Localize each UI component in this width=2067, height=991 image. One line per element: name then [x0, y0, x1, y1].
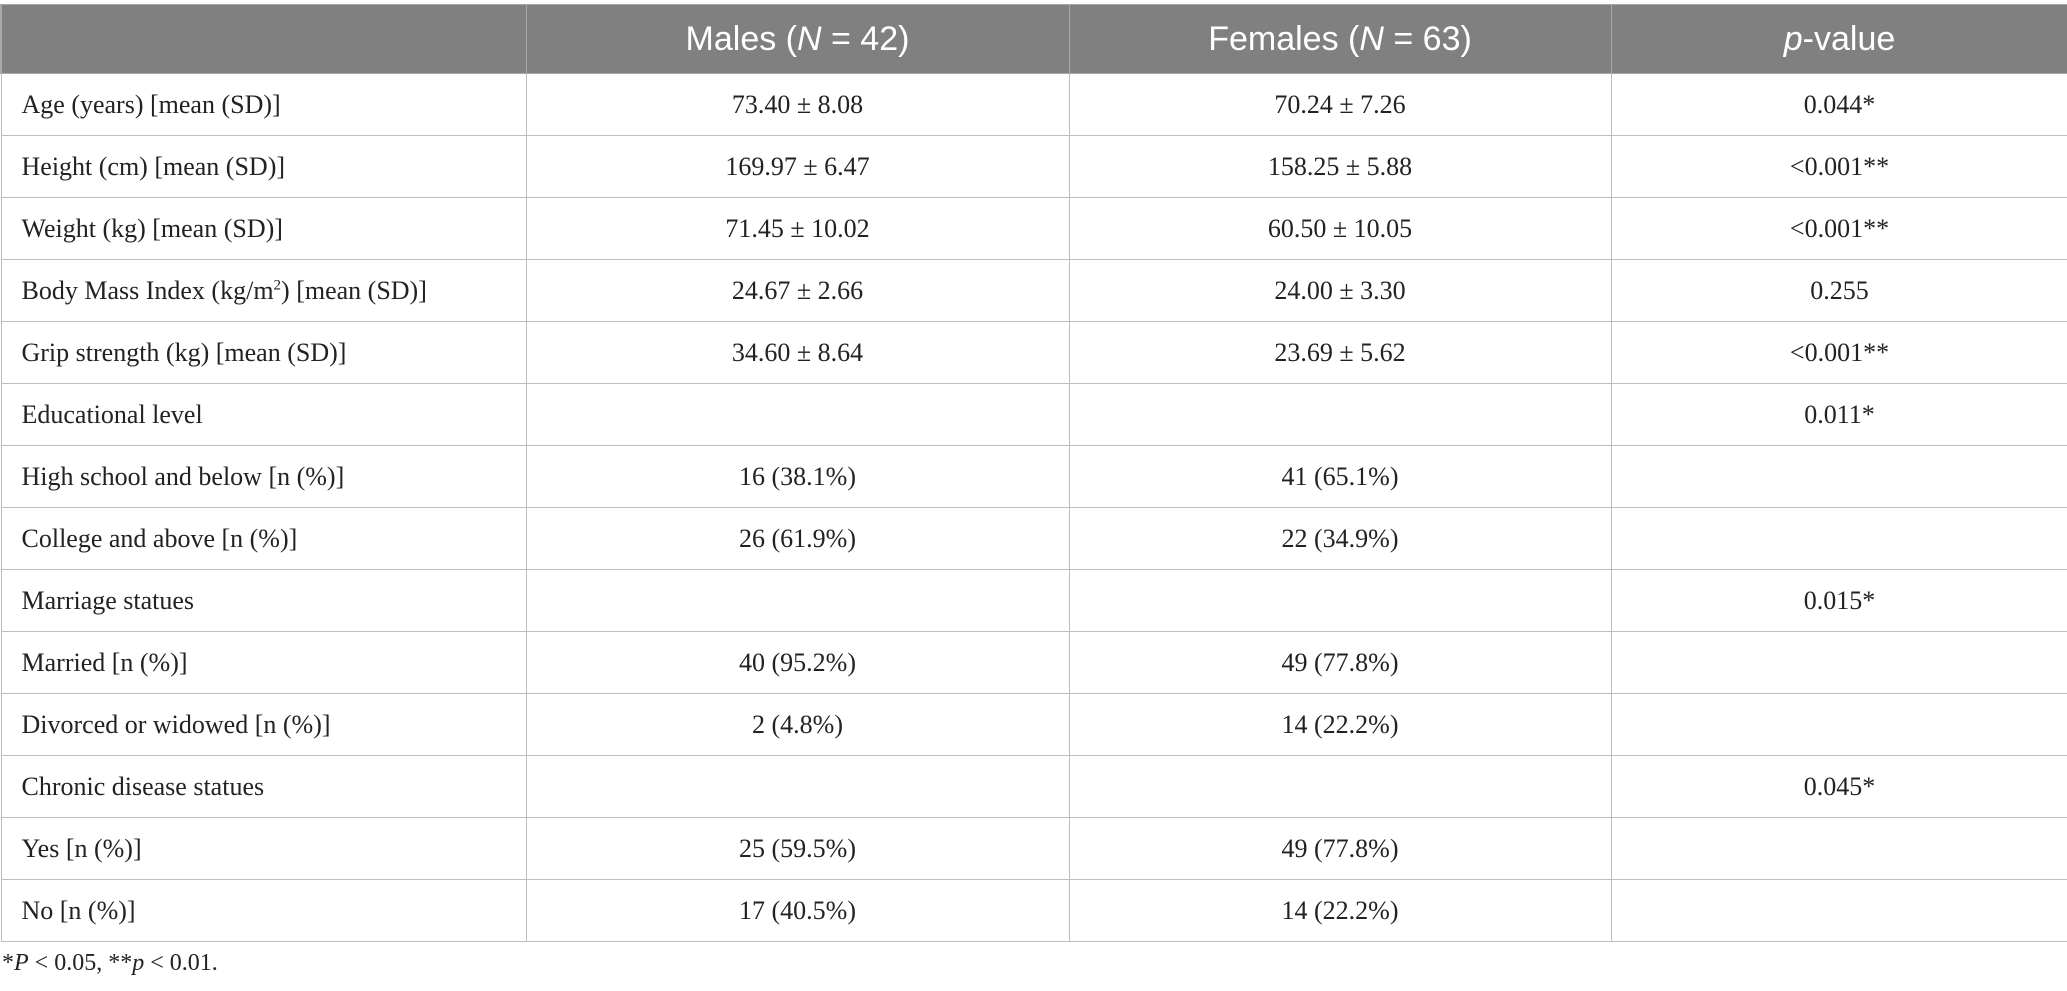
row-label: Body Mass Index (kg/m2) [mean (SD)] [0, 259, 527, 322]
females-value: 14 (22.2%) [1068, 879, 1612, 942]
females-value [1068, 383, 1612, 446]
table-row: Age (years) [mean (SD)] 73.40 ± 8.08 70.… [0, 73, 2067, 136]
footnote-p-lower: p [132, 950, 145, 976]
p-value [1610, 445, 2067, 508]
females-value: 24.00 ± 3.30 [1068, 259, 1612, 322]
row-label-superscript: 2 [273, 276, 282, 293]
p-value: <0.001** [1610, 197, 2067, 260]
footnote-star: * [2, 950, 14, 976]
males-value: 40 (95.2%) [525, 631, 1070, 694]
females-value: 23.69 ± 5.62 [1068, 321, 1612, 384]
header-row: Males (N = 42) Females (N = 63) p-value [0, 4, 2067, 74]
females-value: 49 (77.8%) [1068, 817, 1612, 880]
header-females-suffix: = 63) [1383, 19, 1472, 58]
row-label: College and above [n (%)] [0, 507, 527, 570]
females-value: 22 (34.9%) [1068, 507, 1612, 570]
p-value: 0.045* [1610, 755, 2067, 818]
row-label: Chronic disease statues [0, 755, 527, 818]
males-value: 71.45 ± 10.02 [525, 197, 1070, 260]
row-label: Grip strength (kg) [mean (SD)] [0, 321, 527, 384]
row-label: Marriage statues [0, 569, 527, 632]
header-pvalue-suffix: -value [1802, 19, 1896, 58]
row-label: Educational level [0, 383, 527, 446]
females-value: 60.50 ± 10.05 [1068, 197, 1612, 260]
header-males-n: N [797, 19, 822, 58]
males-value: 34.60 ± 8.64 [525, 321, 1070, 384]
footnote-text-2: < 0.01. [144, 950, 218, 976]
table-row: Grip strength (kg) [mean (SD)] 34.60 ± 8… [0, 321, 2067, 384]
table-row: Body Mass Index (kg/m2) [mean (SD)] 24.6… [0, 259, 2067, 322]
characteristics-table: Males (N = 42) Females (N = 63) p-value … [0, 4, 2067, 942]
females-value: 70.24 ± 7.26 [1068, 73, 1612, 136]
males-value: 169.97 ± 6.47 [525, 135, 1070, 198]
males-value [525, 569, 1070, 632]
header-males-suffix: = 42) [821, 19, 910, 58]
table-row: Yes [n (%)] 25 (59.5%) 49 (77.8%) [0, 817, 2067, 880]
table-row: Chronic disease statues 0.045* [0, 755, 2067, 818]
table-row: High school and below [n (%)] 16 (38.1%)… [0, 445, 2067, 508]
p-value: 0.044* [1610, 73, 2067, 136]
header-males-prefix: Males ( [685, 19, 797, 58]
females-value: 41 (65.1%) [1068, 445, 1612, 508]
males-value: 25 (59.5%) [525, 817, 1070, 880]
males-value: 2 (4.8%) [525, 693, 1070, 756]
females-value: 14 (22.2%) [1068, 693, 1612, 756]
p-value [1610, 817, 2067, 880]
row-label: Divorced or widowed [n (%)] [0, 693, 527, 756]
row-label: No [n (%)] [0, 879, 527, 942]
row-label: Height (cm) [mean (SD)] [0, 135, 527, 198]
row-label-text-end: ) [mean (SD)] [281, 275, 427, 305]
header-females-prefix: Females ( [1208, 19, 1360, 58]
females-value [1068, 755, 1612, 818]
header-males: Males (N = 42) [525, 4, 1070, 74]
table-row: Married [n (%)] 40 (95.2%) 49 (77.8%) [0, 631, 2067, 694]
header-pvalue: p-value [1610, 4, 2067, 74]
females-value [1068, 569, 1612, 632]
header-p-symbol: p [1783, 19, 1803, 58]
p-value: <0.001** [1610, 321, 2067, 384]
p-value [1610, 507, 2067, 570]
table-row: College and above [n (%)] 26 (61.9%) 22 … [0, 507, 2067, 570]
table-row: No [n (%)] 17 (40.5%) 14 (22.2%) [0, 879, 2067, 942]
males-value [525, 383, 1070, 446]
row-label-text: Body Mass Index (kg/m [21, 275, 274, 305]
header-females: Females (N = 63) [1068, 4, 1612, 74]
p-value [1610, 693, 2067, 756]
p-value [1610, 631, 2067, 694]
males-value [525, 755, 1070, 818]
table-row: Height (cm) [mean (SD)] 169.97 ± 6.47 15… [0, 135, 2067, 198]
row-label: Age (years) [mean (SD)] [0, 73, 527, 136]
table-row: Marriage statues 0.015* [0, 569, 2067, 632]
row-label: High school and below [n (%)] [0, 445, 527, 508]
females-value: 158.25 ± 5.88 [1068, 135, 1612, 198]
p-value: 0.015* [1610, 569, 2067, 632]
row-label: Married [n (%)] [0, 631, 527, 694]
header-females-n: N [1359, 19, 1384, 58]
males-value: 73.40 ± 8.08 [525, 73, 1070, 136]
p-value: 0.255 [1610, 259, 2067, 322]
males-value: 24.67 ± 2.66 [525, 259, 1070, 322]
females-value: 49 (77.8%) [1068, 631, 1612, 694]
table-footnote: *P < 0.05, **p < 0.01. [2, 950, 218, 977]
males-value: 16 (38.1%) [525, 445, 1070, 508]
p-value [1610, 879, 2067, 942]
row-label: Weight (kg) [mean (SD)] [0, 197, 527, 260]
males-value: 17 (40.5%) [525, 879, 1070, 942]
p-value: 0.011* [1610, 383, 2067, 446]
header-empty-cell [0, 4, 527, 74]
males-value: 26 (61.9%) [525, 507, 1070, 570]
footnote-text-1: < 0.05, ** [28, 950, 133, 976]
table-row: Weight (kg) [mean (SD)] 71.45 ± 10.02 60… [0, 197, 2067, 260]
p-value: <0.001** [1610, 135, 2067, 198]
footnote-p-upper: P [14, 950, 29, 976]
row-label: Yes [n (%)] [0, 817, 527, 880]
table-row: Educational level 0.011* [0, 383, 2067, 446]
table-row: Divorced or widowed [n (%)] 2 (4.8%) 14 … [0, 693, 2067, 756]
